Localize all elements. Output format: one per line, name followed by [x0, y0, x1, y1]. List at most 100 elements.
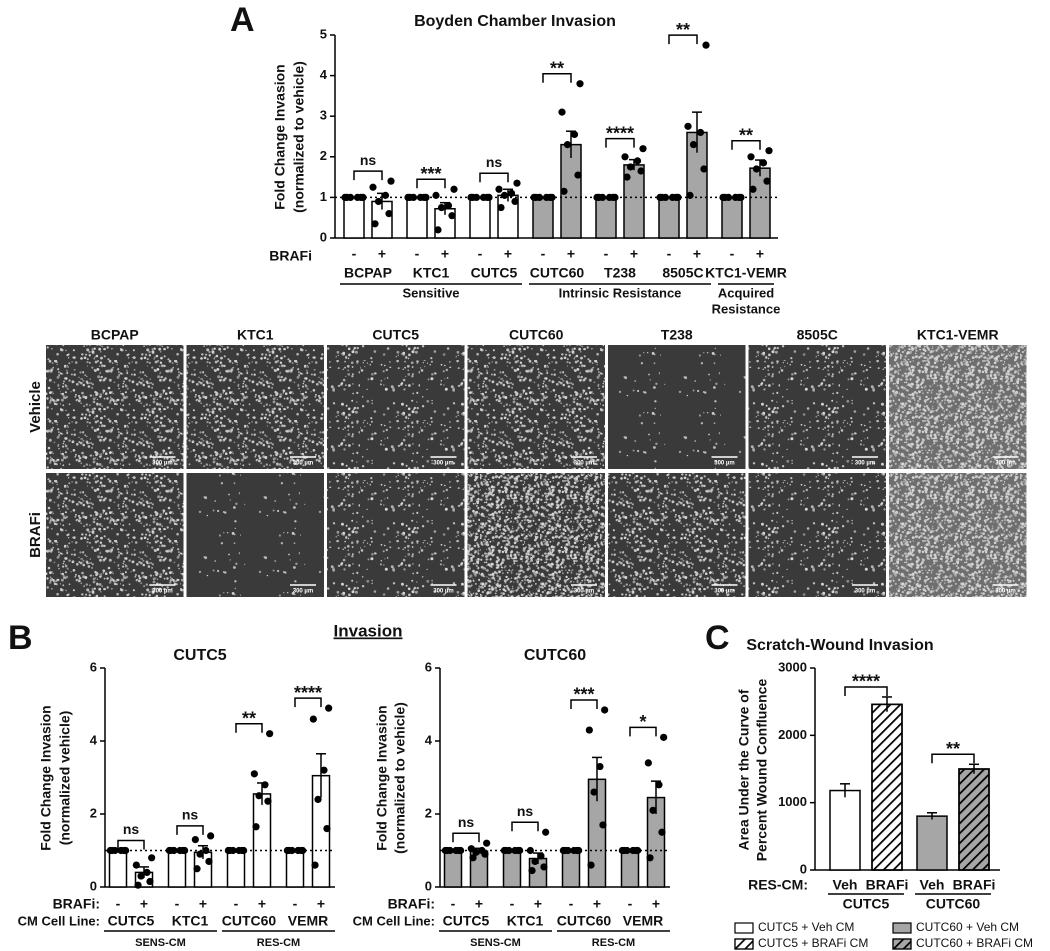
data-point [601, 706, 609, 714]
row-label: BRAFi [27, 512, 44, 558]
y-tick-label: 0 [800, 861, 807, 876]
data-point [576, 80, 584, 88]
y-axis-label: Fold Change Invasion [374, 705, 390, 850]
micrograph-cells [186, 345, 324, 469]
scale-bar-label: 300 µm [152, 589, 172, 595]
micrograph-cells [748, 345, 886, 469]
y-axis-label: (normalized vehicle) [57, 711, 73, 846]
y-tick-label: 2 [320, 148, 327, 163]
x-tick-label: - [415, 246, 420, 262]
data-point [148, 854, 156, 862]
x-tick-label: + [258, 896, 266, 912]
data-point [409, 193, 418, 201]
chart-title: Scratch-Wound Invasion [746, 637, 933, 654]
data-point [205, 857, 213, 866]
groups-label: CM Cell Line: [353, 913, 435, 928]
legend-swatch [734, 922, 754, 934]
x-tick-label: + [441, 246, 449, 262]
supergroup-label: Resistance [712, 301, 781, 316]
x-tick-label: + [140, 896, 148, 912]
data-point [531, 857, 539, 866]
data-point [749, 185, 757, 193]
data-point [323, 825, 331, 833]
data-point [448, 212, 456, 220]
data-point [540, 863, 548, 871]
data-point [587, 861, 595, 869]
significance-bracket [931, 753, 975, 764]
significance-bracket [511, 821, 539, 832]
data-point [240, 846, 248, 855]
bar [343, 196, 365, 239]
x-tick-label: - [510, 896, 515, 912]
data-point [528, 866, 536, 875]
group-label: 8505C [662, 265, 703, 281]
y-tick-label: 3 [320, 108, 327, 123]
data-point [479, 193, 488, 201]
bar-hatch [871, 703, 903, 871]
scale-bar-label: 300 µm [714, 589, 734, 595]
significance-label: ** [739, 125, 753, 145]
panel-label: C [705, 619, 730, 657]
data-point [497, 203, 505, 212]
data-point [132, 861, 140, 869]
y-axis-label: Fold Change Invasion [272, 64, 288, 209]
significance-bracket [479, 172, 509, 183]
scale-bar-label: 300 µm [574, 461, 594, 467]
scale-bar-label: 300 µm [714, 461, 734, 467]
supergroup-label: Intrinsic Resistance [559, 285, 682, 300]
chart-title: Boyden Chamber Invasion [414, 13, 616, 30]
significance-bracket [416, 178, 446, 189]
data-point [444, 201, 453, 210]
y-axis-label: Area Under the Curve of [736, 689, 752, 850]
group-label: BCPAP [344, 265, 392, 281]
chart-title: CUTC60 [524, 647, 586, 664]
bar [502, 849, 522, 888]
supergroup-label: RES-CM [592, 937, 635, 949]
data-point [763, 177, 771, 185]
data-point [483, 839, 491, 847]
y-tick-label: 1 [320, 189, 327, 204]
data-point [387, 177, 395, 185]
data-point [605, 193, 614, 201]
data-point [702, 41, 710, 49]
y-tick-label: 2 [90, 805, 97, 820]
data-point [646, 854, 654, 862]
x-tick-label: - [604, 246, 609, 262]
data-point [765, 147, 773, 155]
data-point [542, 828, 550, 836]
data-point [369, 183, 377, 191]
x-tick-label: - [293, 896, 298, 912]
data-point [759, 159, 768, 167]
data-point [660, 733, 668, 741]
group-label: CUTC5 [108, 913, 155, 929]
data-point [371, 220, 379, 228]
categories-label: RES-CM: [748, 877, 808, 893]
data-point [535, 193, 544, 201]
group-label: VEMR [623, 913, 663, 929]
bar [658, 196, 680, 239]
micrograph-cells [327, 345, 465, 469]
legend-swatch-hatch [734, 938, 754, 950]
y-axis-label: Fold Change Invasion [38, 705, 54, 850]
bar [721, 196, 743, 239]
bar [167, 849, 187, 888]
significance-bracket [176, 825, 204, 835]
data-point [574, 171, 582, 179]
scale-bar-label: 300 µm [855, 589, 875, 595]
bar [595, 196, 617, 239]
scale-bar-label: 300 µm [293, 461, 313, 467]
data-point [724, 193, 733, 201]
x-tick-label: - [116, 896, 121, 912]
data-point [684, 122, 692, 130]
supergroup-label: RES-CM [257, 937, 300, 949]
data-point [623, 173, 631, 181]
data-point [264, 797, 272, 805]
bar [226, 849, 246, 888]
x-tick-label: - [569, 896, 574, 912]
chart-title: CUTC5 [173, 647, 226, 664]
panel-label: B [8, 619, 33, 657]
data-point [633, 157, 642, 165]
group-label: CUTC60 [926, 896, 981, 912]
data-point [516, 846, 524, 855]
